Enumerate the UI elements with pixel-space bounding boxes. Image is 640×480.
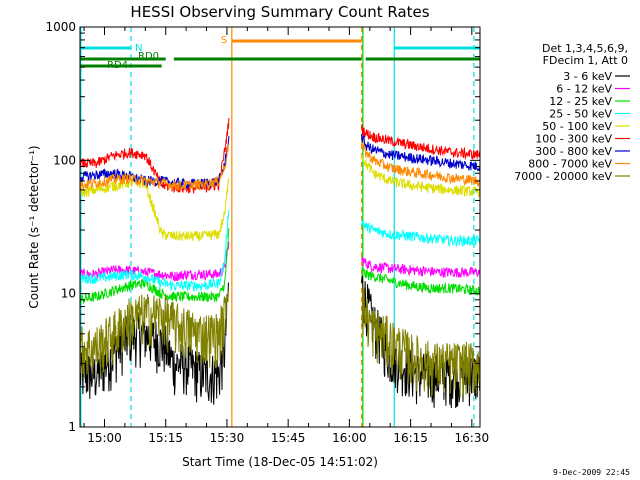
series-line-2-0 — [79, 228, 230, 305]
y-tick-label-1: 10 — [61, 287, 76, 301]
series-line-6-1 — [361, 133, 481, 172]
axes: 1 10 100 1000 15:00 15:15 15:30 15:45 16:00 16:15… — [45, 20, 489, 445]
marker-label-n: N — [135, 43, 142, 54]
series-line-4-1 — [361, 154, 481, 198]
legend-entry-0: 3 - 6 keV — [563, 70, 612, 83]
chart-title: HESSI Observing Summary Count Rates — [130, 3, 429, 21]
series-line-1-1 — [361, 255, 481, 279]
x-tick-label-0: 15:00 — [87, 431, 122, 445]
series-line-0-0 — [79, 282, 230, 405]
legend-entry-6: 300 - 800 keV — [535, 145, 612, 158]
x-tick-label-2: 15:30 — [210, 431, 245, 445]
series-group — [79, 117, 481, 409]
date-stamp: 9-Dec-2009 22:45 — [552, 468, 630, 477]
marker-label-rd4: RD4 — [107, 60, 128, 71]
y-axis-label: Count Rate (s⁻¹ detector⁻¹) — [27, 145, 41, 308]
x-axis-label: Start Time (18-Dec-05 14:51:02) — [182, 455, 378, 469]
y-tick-label-2: 100 — [53, 153, 76, 167]
series-line-0-1 — [361, 275, 481, 409]
legend-entry-5: 100 - 300 keV — [535, 133, 612, 146]
legend-entry-7: 800 - 7000 keV — [528, 158, 612, 171]
x-tick-label-3: 15:45 — [271, 431, 306, 445]
series-line-3-0 — [79, 210, 230, 292]
legend: Det 1,3,4,5,6,9,FDecim 1, Att 0 3 - 6 keV… — [514, 42, 630, 183]
series-line-4-0 — [79, 177, 230, 242]
marker-label-rd0: RD0 — [138, 51, 159, 62]
series-line-3-1 — [361, 218, 481, 248]
series-line-7-1 — [361, 142, 481, 188]
legend-entry-2: 12 - 25 keV — [549, 95, 612, 108]
y-tick-label-0: 1 — [68, 420, 76, 434]
x-tick-label-1: 15:15 — [148, 431, 183, 445]
marker-label-s: S — [221, 35, 227, 46]
legend-entry-4: 50 - 100 keV — [542, 120, 612, 133]
series-line-8-0 — [79, 291, 229, 379]
observing-markers: N S RD0 RD4 — [80, 27, 480, 427]
legend-entry-3: 25 - 50 keV — [549, 108, 612, 121]
y-tick-label-3: 1000 — [45, 20, 76, 34]
x-tick-label-6: 16:30 — [455, 431, 490, 445]
series-line-8-1 — [361, 287, 481, 398]
legend-header-1: FDecim 1, Att 0 — [543, 54, 628, 67]
legend-entry-1: 6 - 12 keV — [556, 83, 612, 96]
series-line-2-1 — [361, 267, 481, 297]
x-tick-label-4: 16:00 — [332, 431, 367, 445]
series-line-5-1 — [361, 124, 481, 161]
plot-frame — [79, 26, 481, 428]
legend-entry-8: 7000 - 20000 keV — [514, 170, 612, 183]
x-tick-label-5: 16:15 — [393, 431, 428, 445]
legend-header-0: Det 1,3,4,5,6,9, — [542, 42, 628, 55]
series-line-7-0 — [79, 144, 230, 191]
